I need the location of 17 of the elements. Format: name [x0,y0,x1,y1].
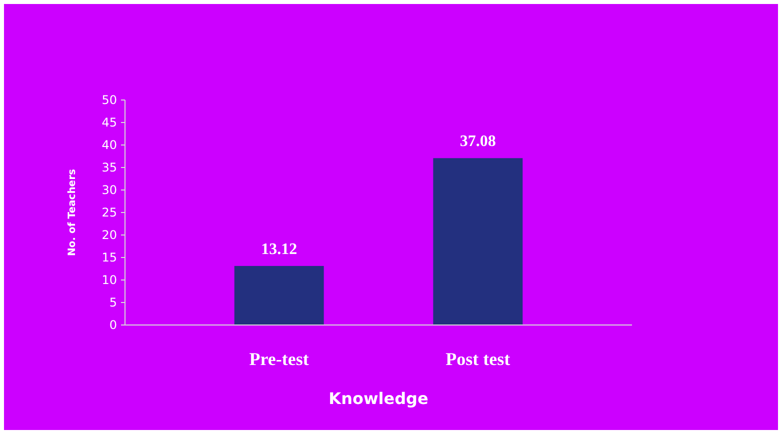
y-tick-label: 20 [102,228,117,242]
y-axis-title: No. of Teachers [67,168,78,256]
y-tick-label: 50 [102,93,117,108]
x-axis-title: Knowledge [328,389,428,408]
y-tick-label: 45 [102,116,117,130]
y-tick-label: 15 [102,250,117,265]
y-tick-label: 40 [102,138,117,152]
y-tick-label: 5 [109,296,117,310]
y-tick-label: 30 [102,183,117,198]
x-tick-label: Pre-test [249,349,309,369]
y-tick-label: 10 [102,273,117,288]
y-tick-label: 25 [102,206,117,220]
data-label: 13.12 [261,240,298,258]
data-label: 37.08 [460,133,496,150]
y-tick-label: 0 [109,318,117,332]
y-tick-label: 35 [102,160,117,175]
x-tick-label: Post test [446,349,510,369]
